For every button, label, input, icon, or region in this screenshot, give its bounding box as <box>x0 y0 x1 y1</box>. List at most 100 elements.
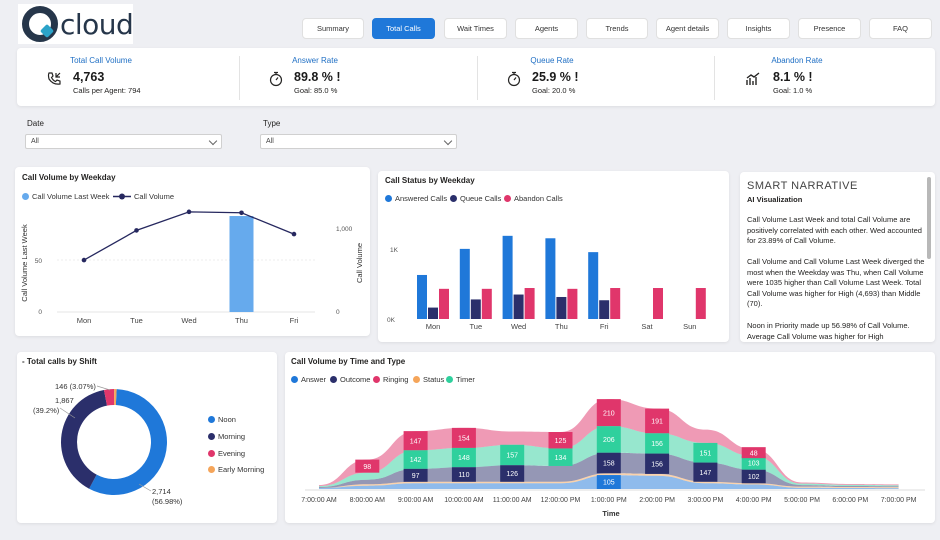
bar-chart-icon <box>746 72 760 85</box>
legend-label: Call Volume Last Week <box>32 192 110 201</box>
ribbon-box-ringing <box>741 447 766 459</box>
bar-abandon-calls-sat <box>653 288 663 319</box>
y-left-tick: 50 <box>35 258 43 265</box>
x-tick-sun: Sun <box>683 322 696 331</box>
narrative-paragraph: Noon in Priority made up 56.98% of Call … <box>747 321 910 341</box>
x-tick-label: 4:00:00 PM <box>736 497 772 504</box>
legend-dot-icon <box>385 195 392 202</box>
tab-presence[interactable]: Presence <box>798 18 861 39</box>
tab-agents[interactable]: Agents <box>515 18 578 39</box>
leader-line <box>59 407 76 419</box>
slice-label-morning-pct: (39.2%) <box>33 406 60 415</box>
ribbon-box-timer <box>741 456 766 470</box>
x-tick-label: 1:00:00 PM <box>591 497 627 504</box>
x-tick-mon: Mon <box>77 316 92 325</box>
logo-q-icon <box>22 6 58 42</box>
legend-abandon-calls[interactable]: Abandon Calls <box>504 194 563 203</box>
tab-agent-details[interactable]: Agent details <box>656 18 719 39</box>
ribbon-box-outcome <box>693 462 718 482</box>
incoming-call-icon <box>47 72 61 85</box>
ribbon-box-timer <box>451 447 476 468</box>
ribbon-value-label: 210 <box>603 410 615 417</box>
bar-abandon-calls-thu <box>567 288 578 319</box>
kpi-abandon-rate-value: 8.1 % ! <box>773 70 813 84</box>
legend-answered-calls[interactable]: Answered Calls <box>385 194 447 203</box>
tab-wait-times[interactable]: Wait Times <box>444 18 507 39</box>
status-chart-title: Call Status by Weekday <box>385 176 475 185</box>
ribbon-status <box>319 473 899 489</box>
legend-morning[interactable]: Morning <box>208 432 245 441</box>
x-tick-tue: Tue <box>469 322 482 331</box>
x-tick-label: 5:00:00 PM <box>784 497 820 504</box>
leader-line <box>138 483 152 492</box>
tab-total-calls[interactable]: Total Calls <box>372 18 435 39</box>
kpi-divider <box>477 56 478 100</box>
legend-dot-icon <box>208 466 215 473</box>
x-tick-tue: Tue <box>130 316 143 325</box>
legend-early-morning[interactable]: Early Morning <box>208 465 264 474</box>
date-filter-label: Date <box>27 119 44 128</box>
weekday-chart-title: Call Volume by Weekday <box>22 173 116 182</box>
ribbon-value-label: 134 <box>555 455 567 462</box>
ribbon-value-label: 158 <box>603 461 615 468</box>
ribbon-value-label: 110 <box>458 472 469 479</box>
ribbon-value-label: 142 <box>410 457 422 464</box>
bar-answered-calls-wed <box>502 235 513 319</box>
shift-donut-svg: 146 (3.07%) 1,867(39.2%) 2,714(56.98%) <box>33 382 183 506</box>
ribbon-box-timer <box>500 444 525 466</box>
tab-faq[interactable]: FAQ <box>869 18 932 39</box>
ribbon-value-label: 157 <box>506 453 518 460</box>
x-tick-label: 11:00:00 AM <box>493 497 532 504</box>
legend-dot-icon <box>208 433 215 440</box>
legend-label: Status <box>423 375 445 384</box>
x-tick-label: 6:00:00 PM <box>832 497 868 504</box>
legend-label: Morning <box>218 432 246 441</box>
legend-evening[interactable]: Evening <box>208 449 245 458</box>
legend-queue-calls[interactable]: Queue Calls <box>450 194 501 203</box>
legend-call-volume-last-week[interactable]: Call Volume Last Week <box>22 192 109 201</box>
ribbon-box-timer <box>645 433 670 454</box>
ribbon-value-label: 102 <box>748 474 760 481</box>
call-volume-point-thu <box>239 210 244 216</box>
tab-summary[interactable]: Summary <box>302 18 364 39</box>
slice-evening <box>103 389 115 406</box>
tab-insights[interactable]: Insights <box>727 18 790 39</box>
legend-line-icon <box>113 193 131 200</box>
narrative-scrollbar[interactable] <box>927 177 931 259</box>
ribbon-box-timer <box>596 426 621 453</box>
legend-call-volume[interactable]: Call Volume <box>113 192 174 201</box>
x-axis-label: Time <box>602 509 619 518</box>
legend-outcome[interactable]: Outcome <box>330 375 370 384</box>
ribbon-box-answer <box>596 475 621 489</box>
legend-ringing[interactable]: Ringing <box>373 375 408 384</box>
kpi-queue-rate-goal: Goal: 20.0 % <box>532 86 576 95</box>
bar-answered-calls-thu <box>545 238 556 319</box>
slice-label-noon: 2,714 <box>152 487 171 496</box>
ribbon-box-timer <box>693 442 718 463</box>
tab-trends[interactable]: Trends <box>586 18 648 39</box>
legend-timer[interactable]: Timer <box>446 375 475 384</box>
type-filter-label: Type <box>263 119 281 128</box>
ribbon-chart-svg: 98 147 142 97 154 148 110 157 126 134 125 210 206 158… <box>301 399 925 518</box>
stopwatch-icon <box>507 71 521 87</box>
legend-label: Timer <box>456 375 475 384</box>
chevron-down-icon <box>443 136 453 146</box>
x-tick-fri: Fri <box>600 322 609 331</box>
legend-dot-icon <box>22 193 29 200</box>
legend-status[interactable]: Status <box>413 375 444 384</box>
kpi-card <box>17 48 935 106</box>
kpi-divider <box>714 56 715 100</box>
bar-answered-calls-mon <box>417 274 427 319</box>
type-filter-select[interactable]: All <box>260 134 457 149</box>
date-filter-select[interactable]: All <box>25 134 222 149</box>
kpi-answer-rate-value: 89.8 % ! <box>294 70 341 84</box>
legend-answer[interactable]: Answer <box>291 375 326 384</box>
legend-dot-icon <box>330 376 337 383</box>
type-filter-value: All <box>266 138 274 145</box>
ribbon-value-label: 151 <box>700 450 712 457</box>
legend-dot-icon <box>504 195 511 202</box>
bar-abandon-calls-mon <box>439 288 449 319</box>
slice-morning <box>60 389 108 489</box>
legend-noon[interactable]: Noon <box>208 415 236 424</box>
x-tick-label: 2:00:00 PM <box>639 497 675 504</box>
